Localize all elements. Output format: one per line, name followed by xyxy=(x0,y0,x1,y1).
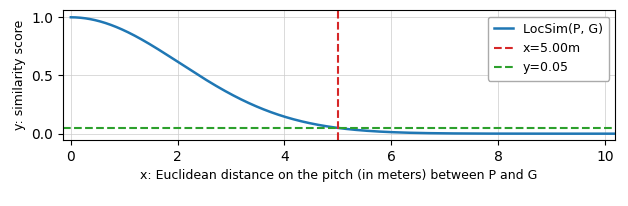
LocSim(P, G) xyxy=(95,20,102,22)
y=0.05 xyxy=(67,127,75,129)
LocSim(P, G) xyxy=(332,126,339,129)
LocSim(P, G) xyxy=(595,132,603,135)
Y-axis label: y: similarity score: y: similarity score xyxy=(13,20,26,130)
LocSim(P, G) xyxy=(317,124,325,127)
LocSim(P, G) xyxy=(67,16,75,19)
Legend: LocSim(P, G), x=5.00m, y=0.05: LocSim(P, G), x=5.00m, y=0.05 xyxy=(488,16,609,81)
LocSim(P, G) xyxy=(496,132,504,135)
Line: LocSim(P, G): LocSim(P, G) xyxy=(71,17,615,134)
LocSim(P, G) xyxy=(596,132,604,135)
X-axis label: x: Euclidean distance on the pitch (in meters) between P and G: x: Euclidean distance on the pitch (in m… xyxy=(141,169,538,182)
LocSim(P, G) xyxy=(612,132,619,135)
y=0.05 xyxy=(121,127,128,129)
